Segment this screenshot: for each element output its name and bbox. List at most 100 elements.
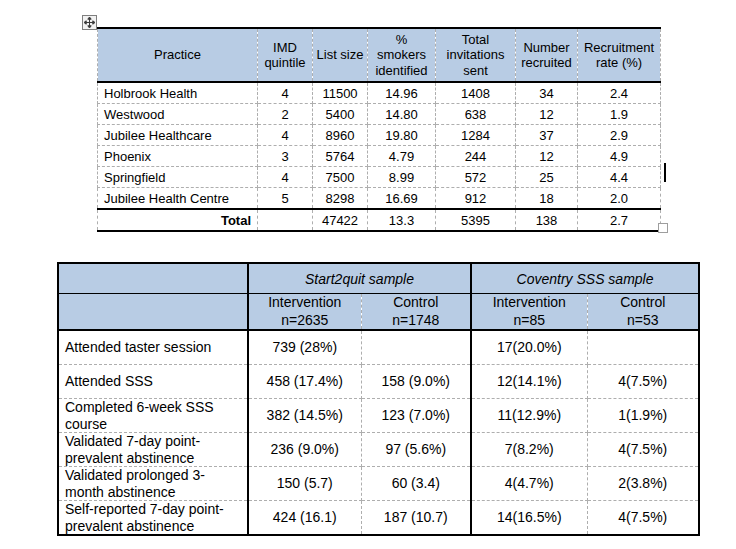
list-size-cell[interactable]: 11500: [313, 82, 368, 104]
sss-control-cell[interactable]: 4(7.5%): [587, 433, 699, 467]
imd-quintile-cell[interactable]: 2: [258, 104, 313, 125]
smokers-identified-cell[interactable]: 14.96: [368, 82, 436, 104]
empty-corner-cell[interactable]: [58, 294, 248, 331]
sss-control-cell[interactable]: 4(7.5%): [587, 501, 699, 536]
s2q-intervention-cell[interactable]: 150 (5.7): [248, 467, 361, 501]
header-row: Practice IMD quintile List size % smoker…: [98, 28, 661, 82]
column-header-recruitment-rate[interactable]: Recruitment rate (%): [578, 28, 661, 82]
outcome-label-cell[interactable]: Attended SSS: [58, 365, 248, 399]
imd-quintile-cell[interactable]: 4: [258, 82, 313, 104]
s2q-intervention-cell[interactable]: 458 (17.4%): [248, 365, 361, 399]
practice-name-cell[interactable]: Jubilee Healthcare: [98, 125, 258, 146]
sss-intervention-cell[interactable]: 17(20.0%): [471, 330, 587, 365]
smokers-identified-cell[interactable]: 4.79: [368, 146, 436, 167]
s2q-intervention-cell[interactable]: 424 (16.1): [248, 501, 361, 536]
number-recruited-cell[interactable]: 34: [516, 82, 578, 104]
empty-corner-cell[interactable]: [58, 263, 248, 294]
column-header-invitations-sent[interactable]: Total invitations sent: [436, 28, 516, 82]
sss-control-cell[interactable]: 2(3.8%): [587, 467, 699, 501]
list-size-cell[interactable]: 7500: [313, 167, 368, 188]
practice-name-cell[interactable]: Jubilee Health Centre: [98, 188, 258, 210]
imd-quintile-cell[interactable]: [258, 209, 313, 231]
sss-control-cell[interactable]: 4(7.5%): [587, 365, 699, 399]
sss-intervention-cell[interactable]: 11(12.9%): [471, 399, 587, 433]
sss-control-cell[interactable]: [587, 330, 699, 365]
table-move-handle[interactable]: [82, 15, 97, 30]
number-recruited-cell[interactable]: 138: [516, 209, 578, 231]
recruitment-rate-cell[interactable]: 2.4: [578, 82, 661, 104]
sss-intervention-cell[interactable]: 14(16.5%): [471, 501, 587, 536]
recruitment-rate-cell[interactable]: 4.9: [578, 146, 661, 167]
s2q-intervention-cell[interactable]: 382 (14.5%): [248, 399, 361, 433]
number-recruited-cell[interactable]: 18: [516, 188, 578, 210]
imd-quintile-cell[interactable]: 3: [258, 146, 313, 167]
practice-name-cell[interactable]: Holbrook Health: [98, 82, 258, 104]
table-resize-handle[interactable]: [658, 223, 668, 233]
invitations-sent-cell[interactable]: 912: [436, 188, 516, 210]
s2q-control-cell[interactable]: 158 (9.0%): [361, 365, 471, 399]
invitations-sent-cell[interactable]: 1284: [436, 125, 516, 146]
invitations-sent-cell[interactable]: 244: [436, 146, 516, 167]
number-recruited-cell[interactable]: 12: [516, 146, 578, 167]
outcome-label-cell[interactable]: Self-reported 7-day point-prevalent abst…: [58, 501, 248, 536]
practice-row: Jubilee Healthcare 4 8960 19.80 1284 37 …: [98, 125, 661, 146]
smokers-identified-cell[interactable]: 13.3: [368, 209, 436, 231]
outcome-row: Validated 7-day point-prevalent abstinen…: [58, 433, 699, 467]
sss-intervention-cell[interactable]: 12(14.1%): [471, 365, 587, 399]
smokers-identified-cell[interactable]: 8.99: [368, 167, 436, 188]
practice-name-cell[interactable]: Westwood: [98, 104, 258, 125]
outcome-label-cell[interactable]: Validated 7-day point-prevalent abstinen…: [58, 433, 248, 467]
recruitment-rate-cell[interactable]: 1.9: [578, 104, 661, 125]
total-label-cell[interactable]: Total: [98, 209, 258, 231]
col-header-intervention-s2q[interactable]: Intervention n=2635: [248, 294, 361, 331]
recruitment-rate-cell[interactable]: 2.0: [578, 188, 661, 210]
col-header-intervention-sss[interactable]: Intervention n=85: [471, 294, 587, 331]
list-size-cell[interactable]: 5400: [313, 104, 368, 125]
imd-quintile-cell[interactable]: 4: [258, 125, 313, 146]
sss-control-cell[interactable]: 1(1.9%): [587, 399, 699, 433]
number-recruited-cell[interactable]: 25: [516, 167, 578, 188]
smokers-identified-cell[interactable]: 14.80: [368, 104, 436, 125]
recruitment-rate-cell[interactable]: 2.9: [578, 125, 661, 146]
col-header-n: n=1748: [365, 312, 468, 330]
recruitment-rate-cell[interactable]: 2.7: [578, 209, 661, 231]
outcome-label-cell[interactable]: Attended taster session: [58, 330, 248, 365]
group-header-start2quit[interactable]: Start2quit sample: [248, 263, 471, 294]
invitations-sent-cell[interactable]: 638: [436, 104, 516, 125]
column-header-practice[interactable]: Practice: [98, 28, 258, 82]
group-header-coventry[interactable]: Coventry SSS sample: [471, 263, 699, 294]
number-recruited-cell[interactable]: 12: [516, 104, 578, 125]
s2q-intervention-cell[interactable]: 739 (28%): [248, 330, 361, 365]
column-header-list-size[interactable]: List size: [313, 28, 368, 82]
imd-quintile-cell[interactable]: 5: [258, 188, 313, 210]
number-recruited-cell[interactable]: 37: [516, 125, 578, 146]
invitations-sent-cell[interactable]: 1408: [436, 82, 516, 104]
invitations-sent-cell[interactable]: 5395: [436, 209, 516, 231]
s2q-intervention-cell[interactable]: 236 (9.0%): [248, 433, 361, 467]
s2q-control-cell[interactable]: 97 (5.6%): [361, 433, 471, 467]
sss-intervention-cell[interactable]: 7(8.2%): [471, 433, 587, 467]
recruitment-rate-cell[interactable]: 4.4: [578, 167, 661, 188]
column-header-smokers-identified[interactable]: % smokers identified: [368, 28, 436, 82]
list-size-cell[interactable]: 47422: [313, 209, 368, 231]
smokers-identified-cell[interactable]: 19.80: [368, 125, 436, 146]
s2q-control-cell[interactable]: 60 (3.4): [361, 467, 471, 501]
list-size-cell[interactable]: 5764: [313, 146, 368, 167]
practice-name-cell[interactable]: Phoenix: [98, 146, 258, 167]
invitations-sent-cell[interactable]: 572: [436, 167, 516, 188]
imd-quintile-cell[interactable]: 4: [258, 167, 313, 188]
s2q-control-cell[interactable]: [361, 330, 471, 365]
column-header-number-recruited[interactable]: Number recruited: [516, 28, 578, 82]
s2q-control-cell[interactable]: 123 (7.0%): [361, 399, 471, 433]
s2q-control-cell[interactable]: 187 (10.7): [361, 501, 471, 536]
smokers-identified-cell[interactable]: 16.69: [368, 188, 436, 210]
col-header-control-sss[interactable]: Control n=53: [587, 294, 699, 331]
col-header-control-s2q[interactable]: Control n=1748: [361, 294, 471, 331]
column-header-imd-quintile[interactable]: IMD quintile: [258, 28, 313, 82]
list-size-cell[interactable]: 8960: [313, 125, 368, 146]
sss-intervention-cell[interactable]: 4(4.7%): [471, 467, 587, 501]
outcome-label-cell[interactable]: Validated prolonged 3-month abstinence: [58, 467, 248, 501]
outcome-label-cell[interactable]: Completed 6-week SSS course: [58, 399, 248, 433]
practice-name-cell[interactable]: Springfield: [98, 167, 258, 188]
list-size-cell[interactable]: 8298: [313, 188, 368, 210]
